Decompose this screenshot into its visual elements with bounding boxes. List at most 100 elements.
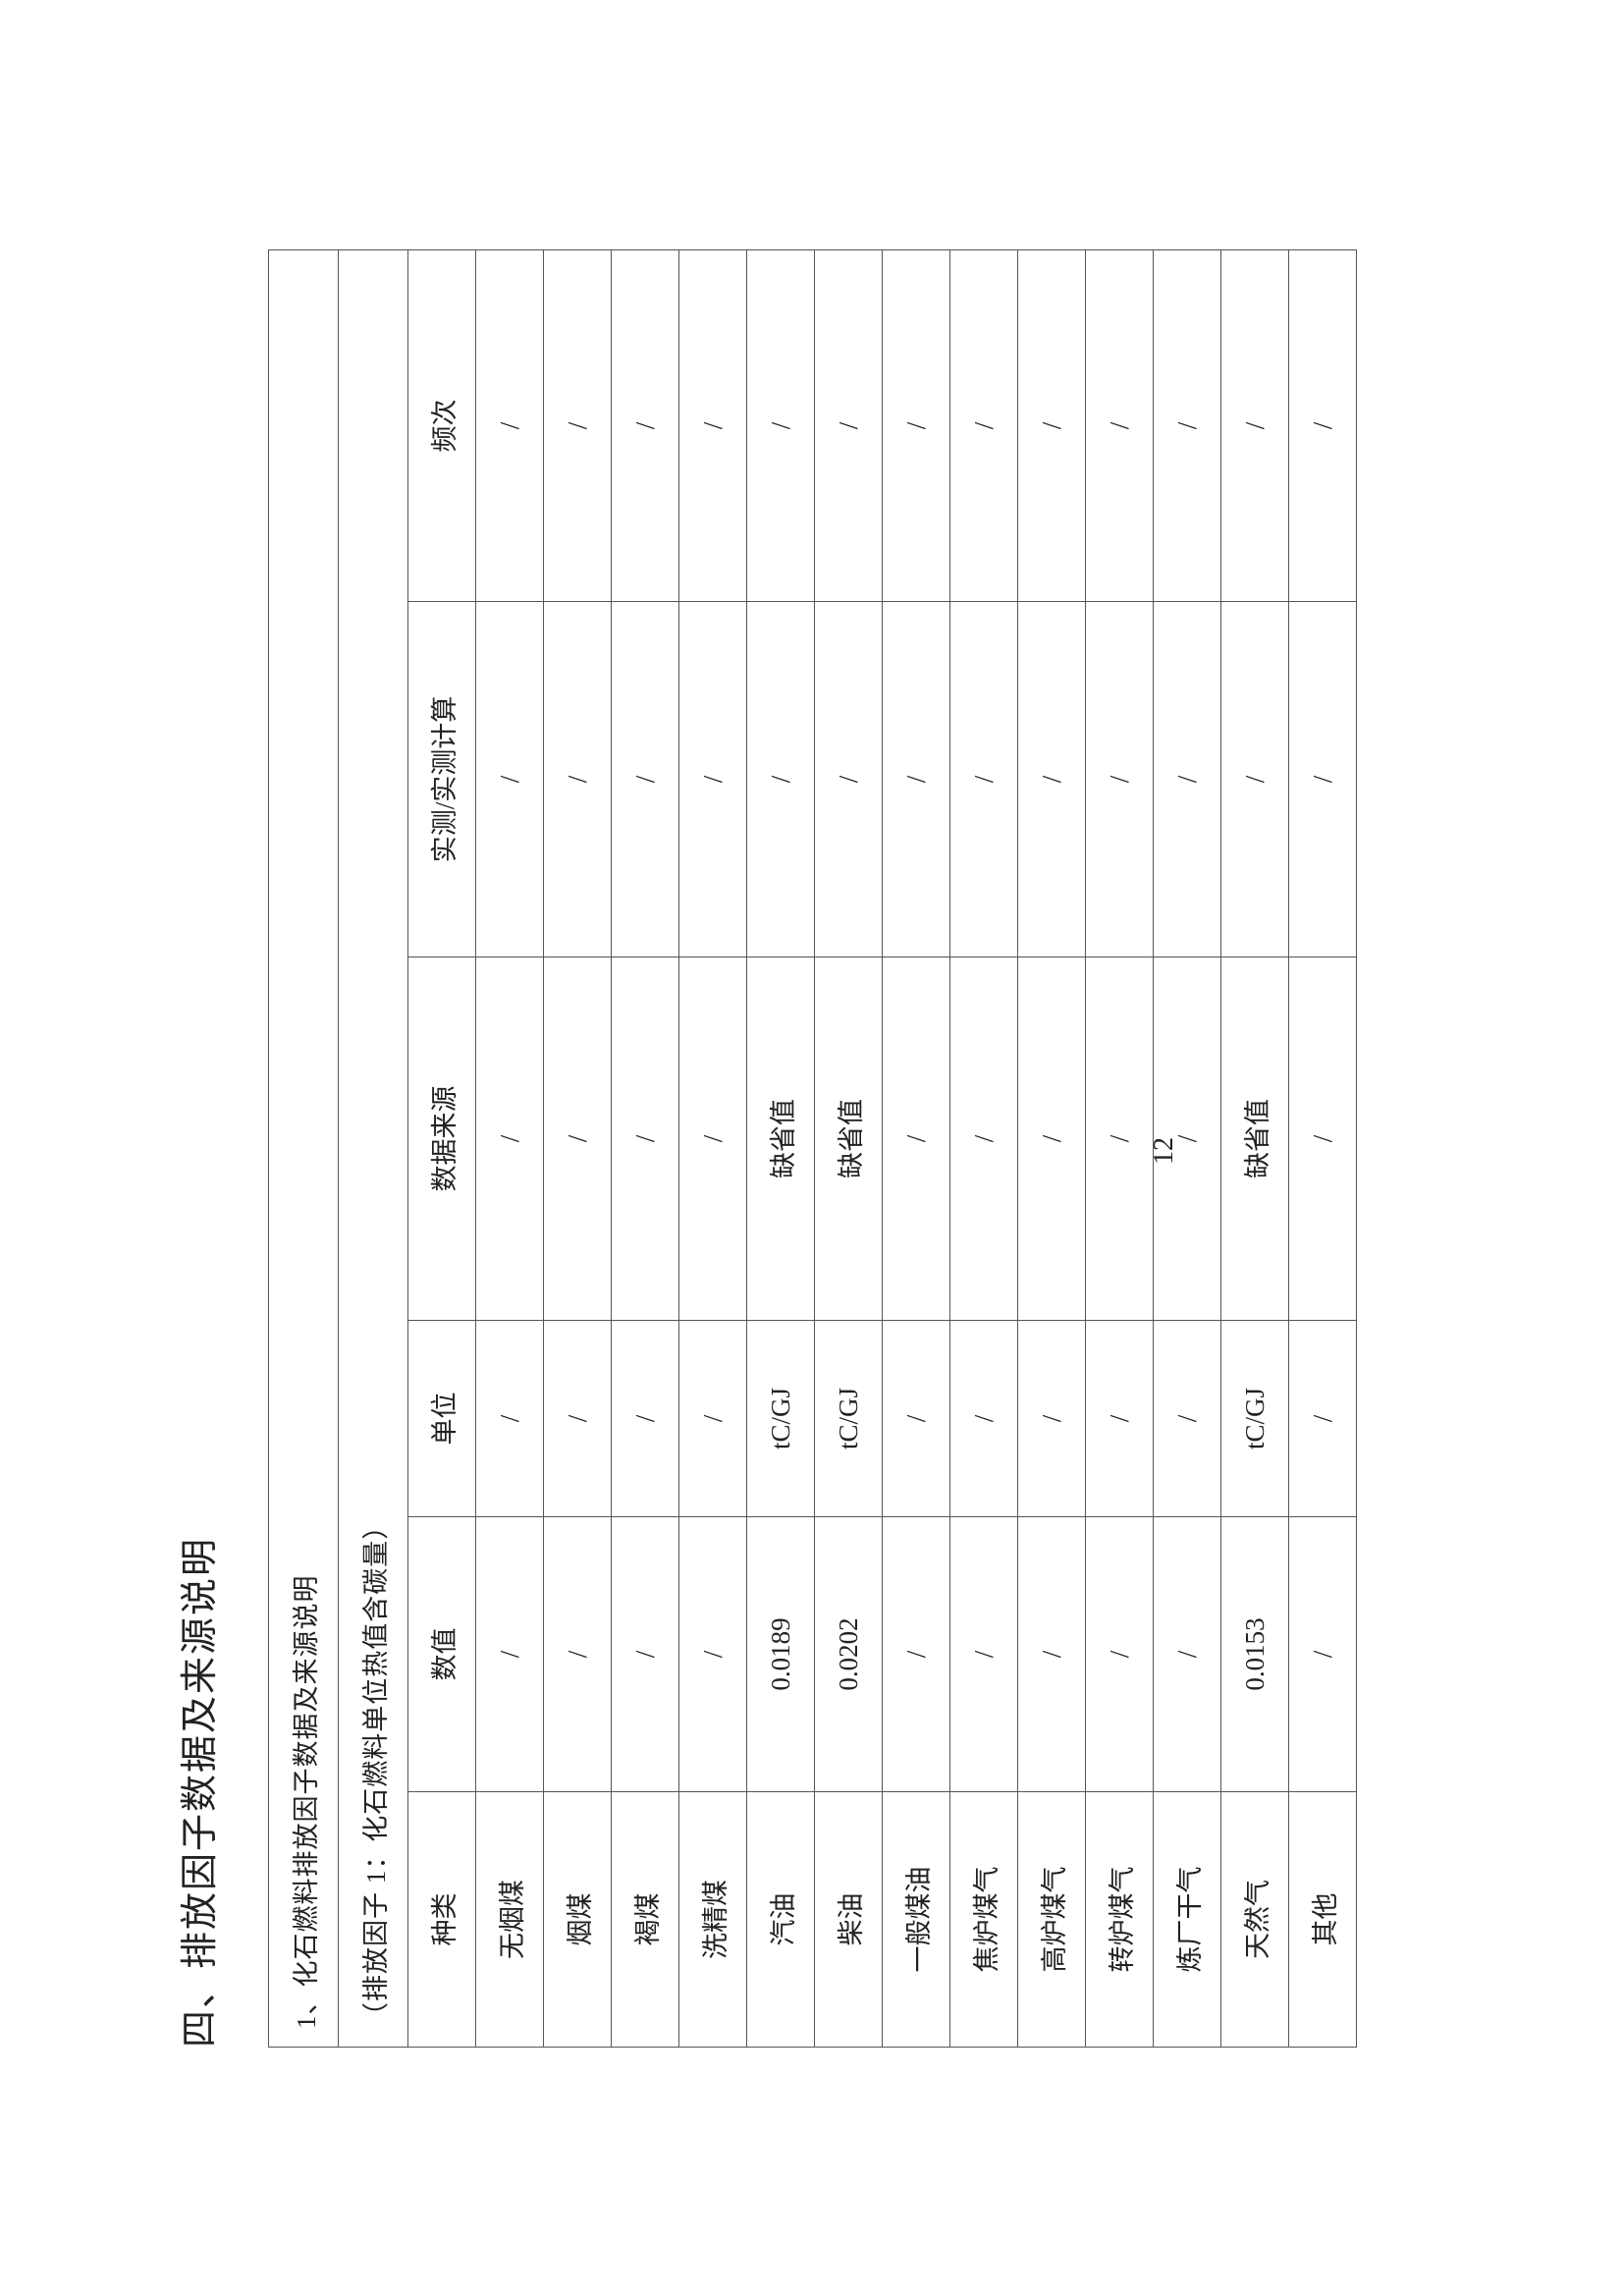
table-cell: /	[543, 957, 612, 1321]
table-cell: /	[475, 1516, 544, 1792]
table-cell: /	[949, 249, 1018, 602]
table-row: 焦炉煤气 / / / / /	[949, 249, 1018, 2048]
table-cell: /	[814, 249, 883, 602]
table-cell: 转炉煤气	[1085, 1791, 1154, 2048]
table-cell: 烟煤	[543, 1791, 612, 2048]
table-row: 高炉煤气 / / / / /	[1017, 249, 1086, 2048]
table-cell: /	[882, 1320, 950, 1517]
table-cell: /	[1288, 1516, 1357, 1792]
table-cell: /	[1017, 601, 1086, 957]
table-cell: /	[611, 601, 679, 957]
section-heading: 四、排放因子数据及来源说明	[180, 1536, 221, 2048]
table-cell: /	[1017, 249, 1086, 602]
table-row: 汽油 0.0189 tC/GJ 缺省值 / /	[746, 249, 815, 2048]
table-cell: /	[746, 249, 815, 602]
table-cell: /	[543, 249, 612, 602]
emission-factor-table: 1、化石燃料排放因子数据及来源说明 （排放因子 1：化石燃料单位热值含碳量） 种…	[268, 249, 1357, 2048]
table-cell: tC/GJ	[746, 1320, 815, 1517]
table-cell: /	[1153, 249, 1221, 602]
table-cell: /	[882, 1516, 950, 1792]
table-row: 烟煤 / / / / /	[543, 249, 612, 2048]
table-cell: /	[1153, 1516, 1221, 1792]
table-cell: /	[1288, 1320, 1357, 1517]
table-cell: /	[678, 957, 747, 1321]
table-cell: /	[611, 957, 679, 1321]
table-cell: 天然气	[1220, 1791, 1289, 2048]
table-cell: /	[1220, 249, 1289, 602]
table-cell: /	[1085, 957, 1154, 1321]
table-cell: /	[949, 1320, 1018, 1517]
table-cell: /	[543, 1516, 612, 1792]
table-cell: /	[611, 1320, 679, 1517]
table-cell: 柴油	[814, 1791, 883, 2048]
table-cell: /	[949, 1516, 1018, 1792]
table-cell: /	[1085, 1320, 1154, 1517]
table-cell: /	[475, 601, 544, 957]
table-row: 无烟煤 / / / / /	[475, 249, 544, 2048]
table-cell: /	[678, 1516, 747, 1792]
table-cell: /	[1220, 601, 1289, 957]
table-row: 转炉煤气 / / / / /	[1085, 249, 1154, 2048]
table-cell: 洗精煤	[678, 1791, 747, 2048]
table-cell: /	[814, 601, 883, 957]
table-row: 洗精煤 / / / / /	[678, 249, 747, 2048]
table-cell: /	[1153, 1320, 1221, 1517]
table-row: 天然气 0.0153 tC/GJ 缺省值 / /	[1220, 249, 1289, 2048]
table-cell: /	[949, 601, 1018, 957]
table-cell: /	[1085, 249, 1154, 602]
table-subtitle: （排放因子 1：化石燃料单位热值含碳量）	[338, 249, 408, 2048]
table-row: 一般煤油 / / / / /	[882, 249, 950, 2048]
table-row: 褐煤 / / / / /	[611, 249, 679, 2048]
table-cell: /	[1153, 601, 1221, 957]
table-cell: /	[882, 601, 950, 957]
table-cell: /	[678, 1320, 747, 1517]
page-number: 12	[1149, 1137, 1179, 1165]
table-subtitle-row: （排放因子 1：化石燃料单位热值含碳量）	[338, 249, 408, 2048]
column-header: 频次	[407, 249, 476, 602]
table-cell: /	[882, 957, 950, 1321]
column-header: 数值	[407, 1516, 476, 1792]
table-cell: /	[1288, 957, 1357, 1321]
table-cell: 其他	[1288, 1791, 1357, 2048]
table-row: 其他 / / / / /	[1288, 249, 1357, 2048]
column-header: 单位	[407, 1320, 476, 1517]
table-cell: /	[949, 957, 1018, 1321]
table-cell: /	[1085, 601, 1154, 957]
table-cell: 0.0189	[746, 1516, 815, 1792]
table-cell: 焦炉煤气	[949, 1791, 1018, 2048]
column-header: 数据来源	[407, 957, 476, 1321]
table-cell: 缺省值	[814, 957, 883, 1321]
table-cell: /	[1288, 249, 1357, 602]
table-cell: 无烟煤	[475, 1791, 544, 2048]
table-cell: /	[1085, 1516, 1154, 1792]
column-header: 种类	[407, 1791, 476, 2048]
header-row: 种类 数值 单位 数据来源 实测/实测计算 频次	[407, 249, 476, 2048]
table-title-row: 1、化石燃料排放因子数据及来源说明	[268, 249, 339, 2048]
table-cell: /	[882, 249, 950, 602]
table-cell: 高炉煤气	[1017, 1791, 1086, 2048]
table-title: 1、化石燃料排放因子数据及来源说明	[268, 249, 339, 2048]
table-cell: 0.0202	[814, 1516, 883, 1792]
table-cell: 褐煤	[611, 1791, 679, 2048]
table-cell: /	[543, 601, 612, 957]
table-cell: /	[611, 249, 679, 602]
table-cell: 汽油	[746, 1791, 815, 2048]
table-cell: tC/GJ	[1220, 1320, 1289, 1517]
table-row: 柴油 0.0202 tC/GJ 缺省值 / /	[814, 249, 883, 2048]
table-cell: /	[475, 249, 544, 602]
table-cell: /	[1288, 601, 1357, 957]
table-cell: 炼厂干气	[1153, 1791, 1221, 2048]
table-cell: 0.0153	[1220, 1516, 1289, 1792]
table-cell: /	[1017, 957, 1086, 1321]
table-cell: /	[678, 249, 747, 602]
table-cell: /	[1017, 1320, 1086, 1517]
table-cell: 缺省值	[1220, 957, 1289, 1321]
table-cell: /	[611, 1516, 679, 1792]
table-cell: tC/GJ	[814, 1320, 883, 1517]
table-cell: /	[475, 957, 544, 1321]
table-cell: 一般煤油	[882, 1791, 950, 2048]
table-cell: 缺省值	[746, 957, 815, 1321]
table-cell: /	[678, 601, 747, 957]
table-cell: /	[475, 1320, 544, 1517]
